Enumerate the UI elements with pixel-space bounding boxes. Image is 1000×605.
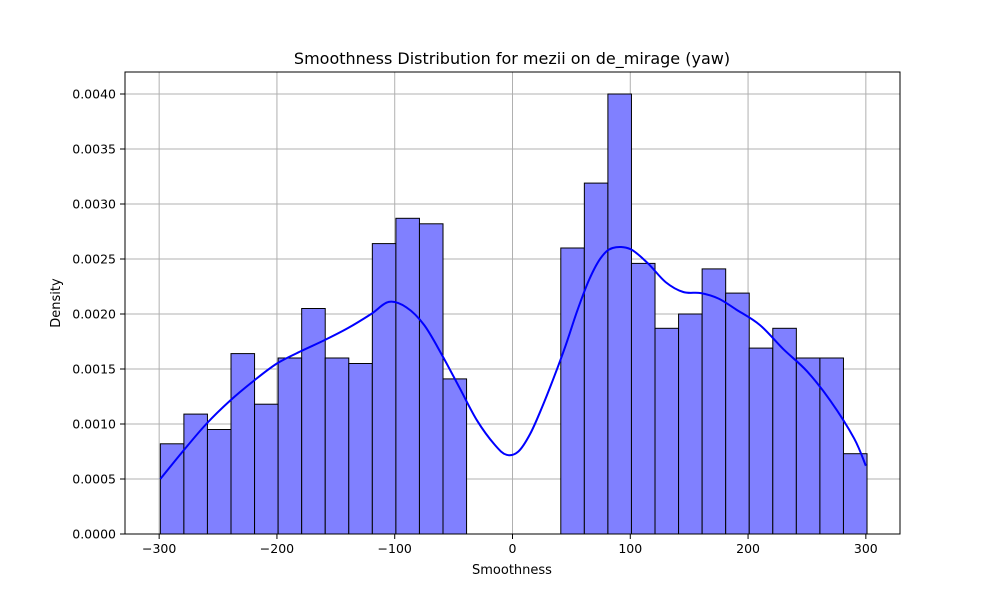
y-tick-label: 0.0035 <box>72 142 116 157</box>
histogram-bar <box>230 353 256 535</box>
histogram-bar <box>819 357 844 535</box>
histogram-bar <box>418 223 444 535</box>
x-axis-label: Smoothness <box>472 563 552 578</box>
histogram-bar <box>324 357 350 535</box>
histogram-bar <box>183 413 208 535</box>
x-tick-label: 0 <box>509 541 517 556</box>
histogram-bar <box>442 378 468 535</box>
y-tick-label: 0.0040 <box>72 87 116 102</box>
y-tick-label: 0.0010 <box>72 417 116 432</box>
histogram-bar <box>630 262 656 535</box>
histogram-bar <box>654 327 680 535</box>
histogram-bars <box>159 93 868 535</box>
x-tick-label: −300 <box>142 541 176 556</box>
histogram-bar <box>772 327 797 535</box>
kde-curve-layer <box>159 246 867 480</box>
histogram-bar <box>348 363 373 535</box>
y-tick-label: 0.0025 <box>72 252 116 267</box>
histogram-bar <box>678 313 703 535</box>
x-tick-label: −100 <box>378 541 412 556</box>
histogram-bar <box>583 182 609 535</box>
y-axis-ticks: 0.0000 0.0005 0.0010 0.0015 0.0020 0.0025 0.00… <box>72 87 125 542</box>
histogram-bar <box>277 357 303 535</box>
histogram-bar <box>371 243 397 535</box>
y-tick-label: 0.0005 <box>72 472 116 487</box>
histogram-bar <box>725 292 750 535</box>
histogram-bar <box>560 247 585 535</box>
x-tick-label: 200 <box>736 541 760 556</box>
chart-title: Smoothness Distribution for mezii on de_… <box>294 49 730 69</box>
histogram-bar <box>395 217 420 535</box>
histogram-bar <box>795 357 821 535</box>
histogram-bar <box>159 443 185 535</box>
y-tick-label: 0.0020 <box>72 307 116 322</box>
x-tick-label: 300 <box>854 541 878 556</box>
kde-curve <box>159 246 867 480</box>
histogram-bar <box>607 93 632 535</box>
x-axis-ticks: −300 −200 −100 0 100 200 300 <box>142 534 878 556</box>
y-tick-label: 0.0015 <box>72 362 116 377</box>
histogram-bar <box>842 453 868 535</box>
y-axis-label: Density <box>49 278 64 328</box>
histogram-bar <box>206 429 232 535</box>
y-tick-label: 0.0030 <box>72 197 116 212</box>
x-tick-label: 100 <box>618 541 642 556</box>
histogram-bar <box>748 347 774 535</box>
histogram-bar <box>254 403 279 535</box>
x-tick-label: −200 <box>260 541 294 556</box>
histogram-bar <box>701 268 727 535</box>
y-tick-label: 0.0000 <box>72 527 116 542</box>
